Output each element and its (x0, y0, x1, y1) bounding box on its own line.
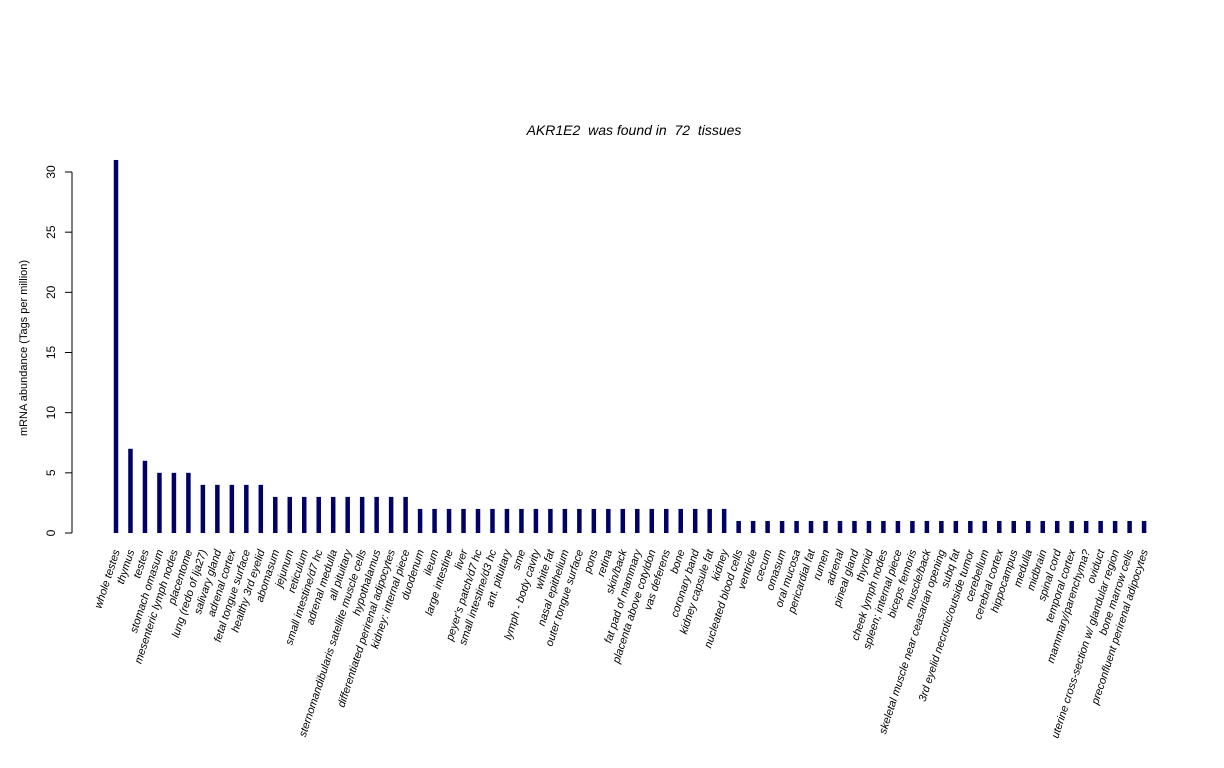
bars-group (113, 159, 1147, 533)
bar (606, 508, 611, 533)
y-tick-label: 25 (44, 225, 58, 239)
bar (316, 496, 321, 533)
chart-title: AKR1E2 was found in 72 tissues (526, 122, 742, 138)
bar (721, 508, 727, 533)
bar (533, 508, 539, 533)
y-tick-label: 20 (44, 285, 58, 299)
bar (142, 460, 148, 533)
bar (837, 520, 843, 533)
bar (562, 508, 568, 533)
bar (577, 508, 582, 533)
bar (982, 520, 988, 533)
bar (215, 484, 220, 533)
bar (866, 520, 872, 533)
bar (924, 520, 930, 533)
bar (1069, 520, 1074, 533)
bar (461, 508, 466, 533)
bar (330, 496, 336, 533)
title-gene: AKR1E2 (526, 122, 581, 138)
bar (1025, 520, 1031, 533)
y-axis-label: mRNA abundance (Tags per million) (18, 260, 30, 436)
bar (200, 484, 206, 533)
y-tick-label: 10 (44, 406, 58, 420)
bar (591, 508, 597, 533)
title-count: 72 (674, 122, 690, 138)
bar (808, 520, 814, 533)
bar (1098, 520, 1103, 533)
bar (852, 520, 857, 533)
y-axis: 0 5 10 15 20 25 30 (44, 165, 73, 536)
bar (1083, 520, 1089, 533)
bar (953, 520, 959, 533)
bar (663, 508, 669, 533)
y-tick-label: 30 (44, 165, 58, 179)
bar (229, 484, 235, 533)
bar (997, 520, 1002, 533)
bar (244, 484, 249, 533)
bar (736, 520, 741, 533)
bar (403, 496, 408, 533)
bar (273, 496, 278, 533)
bar (504, 508, 510, 533)
bar (678, 508, 683, 533)
bar (128, 448, 133, 533)
bar (649, 508, 655, 533)
bar (750, 520, 756, 533)
bar (823, 520, 828, 533)
bar (1040, 520, 1045, 533)
bar (417, 508, 423, 533)
y-tick-label: 15 (44, 346, 58, 360)
bar (519, 508, 524, 533)
bar (1141, 520, 1147, 533)
bar (881, 520, 886, 533)
bar (171, 472, 177, 533)
bar (779, 520, 785, 533)
y-tick-label: 5 (44, 469, 58, 476)
bar (1054, 520, 1060, 533)
bar (1127, 520, 1132, 533)
bar (345, 496, 350, 533)
bar (765, 520, 770, 533)
bar (910, 520, 915, 533)
y-tick-label: 0 (44, 529, 58, 536)
bar (968, 520, 973, 533)
bar (287, 496, 293, 533)
bar (939, 520, 944, 533)
bar (359, 496, 365, 533)
bar (186, 472, 191, 533)
title-was-found-in: was found in (588, 122, 667, 138)
bar (707, 508, 712, 533)
bar (157, 472, 162, 533)
bar (895, 520, 901, 533)
title-tissues: tissues (698, 122, 742, 138)
bar (475, 508, 481, 533)
bar (692, 508, 698, 533)
bar (388, 496, 394, 533)
bar (794, 520, 799, 533)
bar (432, 508, 437, 533)
bar (446, 508, 452, 533)
bar (548, 508, 553, 533)
bar (490, 508, 495, 533)
bar (1112, 520, 1118, 533)
bar (635, 508, 640, 533)
bar (301, 496, 307, 533)
bar (374, 496, 379, 533)
bar (258, 484, 264, 533)
bar (113, 159, 119, 533)
bar (1011, 520, 1017, 533)
bar (620, 508, 626, 533)
